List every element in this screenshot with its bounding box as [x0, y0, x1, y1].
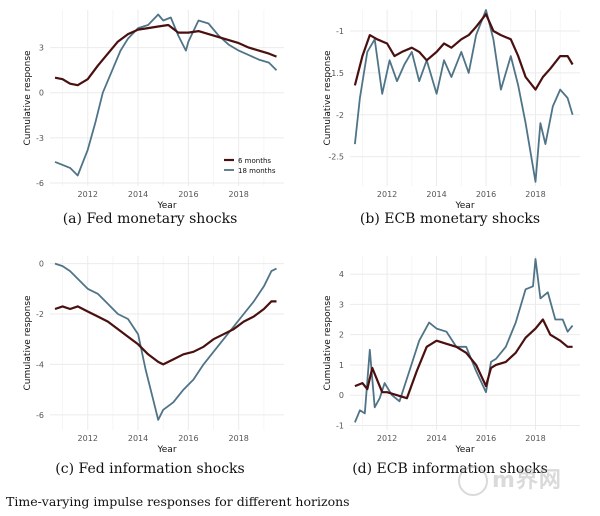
series-18-months-line	[54, 262, 277, 421]
watermark: m界网	[458, 462, 562, 496]
series-6-months-line	[54, 23, 277, 87]
legend-6-months-label: 6 months	[238, 157, 271, 165]
y-tick-label: -2	[336, 111, 344, 120]
series-6-months-line	[353, 13, 574, 91]
y-tick-label: -1	[336, 27, 344, 36]
y-tick-label: -6	[36, 179, 44, 188]
x-tick-label: 2012	[78, 190, 98, 199]
y-tick-label: -1	[336, 421, 344, 430]
y-tick-label: 4	[339, 270, 344, 279]
y-tick-label: 0	[39, 89, 44, 98]
y-tick-label: 3	[339, 300, 344, 309]
x-tick-label: 2018	[229, 190, 249, 199]
figure-caption: Time-varying impulse responses for diffe…	[6, 494, 350, 509]
x-tick-label: 2016	[476, 190, 496, 199]
y-tick-label: -2.5	[328, 153, 344, 162]
y-tick-label: 2	[339, 331, 344, 340]
watermark-text: m界网	[492, 468, 562, 493]
series-18-months-line	[354, 258, 574, 423]
x-tick-label: 2012	[377, 190, 397, 199]
x-axis-title: Year	[454, 201, 474, 211]
legend: 6 months 18 months	[224, 157, 276, 175]
panel-fed-information: 2012 2014 2016 2018 -6 -4 -2 0 Year Cumulative re…	[23, 256, 284, 455]
series-6-months-line	[354, 318, 573, 400]
watermark-logo-icon	[458, 466, 488, 496]
y-axis-title: Cumulative response	[323, 295, 333, 391]
caption-ecb-information: (d) ECB information shocks	[352, 461, 548, 477]
x-tick-label: 2016	[476, 434, 496, 443]
x-tick-label: 2016	[178, 190, 198, 199]
x-tick-label: 2012	[78, 434, 98, 443]
x-tick-label: 2018	[525, 434, 545, 443]
panel-fed-monetary: 2012 2014 2016 2018 -6 -3 0 3 Year Cumulative res…	[23, 10, 284, 211]
x-axis-title: Year	[454, 445, 474, 455]
y-tick-label: -4	[36, 360, 44, 369]
caption-fed-information: (c) Fed information shocks	[55, 461, 245, 477]
y-tick-label: 1	[339, 361, 344, 370]
y-tick-label: -2	[36, 310, 44, 319]
grid	[50, 10, 284, 186]
panel-ecb-information: 2012 2014 2016 2018 -1 0 1 2 3 4 Year Cumulative re…	[323, 256, 580, 455]
x-tick-label: 2014	[128, 190, 148, 199]
x-tick-label: 2014	[426, 434, 446, 443]
y-tick-label: -1.5	[328, 69, 344, 78]
x-tick-label: 2016	[178, 434, 198, 443]
y-axis-title: Cumulative response	[323, 50, 333, 146]
y-tick-label: -6	[36, 411, 44, 420]
series-6-months-line	[54, 300, 277, 366]
caption-fed-monetary: (a) Fed monetary shocks	[62, 211, 238, 227]
y-tick-label: 3	[39, 44, 44, 53]
panel-ecb-monetary: 2012 2014 2016 2018 -2.5 -2 -1.5 -1 Year Cumulati…	[323, 9, 580, 211]
grid	[350, 10, 580, 186]
y-axis-title: Cumulative response	[23, 295, 33, 391]
series-18-months-line	[54, 13, 278, 177]
grid	[50, 256, 284, 430]
y-axis-title: Cumulative response	[23, 50, 33, 146]
x-tick-label: 2018	[525, 190, 545, 199]
y-tick-label: -3	[36, 134, 44, 143]
y-tick-label: 0	[339, 391, 344, 400]
x-tick-label: 2014	[128, 434, 148, 443]
y-tick-label: 0	[39, 260, 44, 269]
series-18-months-line	[354, 9, 574, 183]
x-axis-title: Year	[156, 445, 176, 455]
grid	[350, 256, 580, 430]
x-axis-title: Year	[156, 201, 176, 211]
caption-ecb-monetary: (b) ECB monetary shocks	[359, 211, 541, 227]
x-tick-label: 2018	[229, 434, 249, 443]
x-tick-label: 2012	[377, 434, 397, 443]
legend-18-months-label: 18 months	[238, 167, 276, 175]
x-tick-label: 2014	[426, 190, 446, 199]
